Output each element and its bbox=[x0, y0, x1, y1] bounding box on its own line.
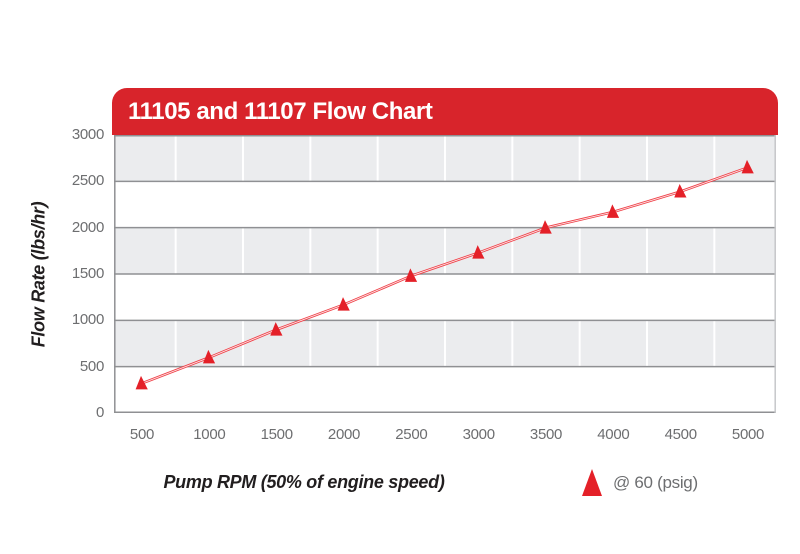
plot-area bbox=[114, 135, 776, 413]
y-tick-label: 3000 bbox=[71, 126, 104, 143]
chart-title: 11105 and 11107 Flow Chart bbox=[128, 97, 433, 125]
data-point-marker bbox=[337, 297, 350, 311]
x-tick-label: 500 bbox=[129, 426, 155, 443]
flow-line-core bbox=[141, 167, 749, 384]
data-point-marker bbox=[135, 375, 148, 390]
data-point-marker bbox=[472, 245, 485, 259]
chart-canvas bbox=[114, 135, 776, 413]
data-point-marker bbox=[606, 204, 620, 218]
data-point-marker bbox=[741, 159, 754, 174]
x-tick-label: 3500 bbox=[529, 426, 563, 443]
x-tick-label: 5000 bbox=[731, 426, 765, 443]
x-tick-label: 2500 bbox=[395, 426, 428, 443]
triangle-up-icon bbox=[582, 469, 602, 496]
x-tick-label: 1500 bbox=[260, 426, 293, 443]
x-tick-label: 2000 bbox=[327, 426, 361, 443]
y-tick-label: 1000 bbox=[71, 311, 104, 329]
y-axis-title: Flow Rate (lbs/hr) bbox=[20, 135, 58, 413]
y-tick-label: 1500 bbox=[71, 265, 104, 282]
y-tick-label: 2500 bbox=[71, 172, 104, 190]
data-point-marker bbox=[674, 184, 687, 198]
flow-chart: 11105 and 11107 Flow Chart 3000 2500 2000 1… bbox=[29, 88, 778, 496]
x-tick-label: 3000 bbox=[462, 426, 495, 443]
legend-label: @ 60 (psig) bbox=[613, 472, 698, 492]
x-tick-label: 1000 bbox=[193, 426, 226, 443]
data-point-marker bbox=[270, 322, 283, 336]
x-tick-label: 4000 bbox=[597, 426, 630, 443]
y-tick-label: 2000 bbox=[71, 218, 104, 236]
legend: @ 60 (psig) bbox=[582, 469, 698, 496]
x-axis-title: Pump RPM (50% of engine speed) bbox=[163, 472, 445, 492]
data-point-marker bbox=[539, 220, 552, 234]
chart-title-bar: 11105 and 11107 Flow Chart bbox=[112, 88, 778, 135]
y-axis-title-text: Flow Rate (lbs/hr) bbox=[28, 201, 49, 347]
data-point-marker bbox=[202, 349, 216, 364]
x-tick-label: 4500 bbox=[664, 426, 697, 443]
y-tick-label: 0 bbox=[95, 404, 104, 421]
data-point-marker bbox=[404, 268, 418, 282]
y-tick-label: 500 bbox=[79, 357, 104, 375]
